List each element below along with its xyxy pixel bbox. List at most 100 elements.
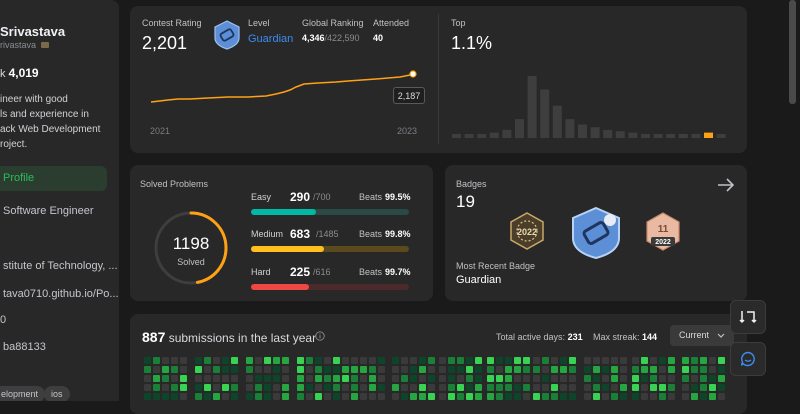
- heatmap-day[interactable]: [231, 384, 238, 391]
- heatmap-day[interactable]: [204, 393, 211, 400]
- heatmap-day[interactable]: [700, 366, 707, 373]
- heatmap-day[interactable]: [306, 375, 313, 382]
- heatmap-day[interactable]: [650, 357, 657, 364]
- heatmap-day[interactable]: [222, 375, 229, 382]
- heatmap-day[interactable]: [439, 375, 446, 382]
- heatmap-day[interactable]: [378, 366, 385, 373]
- heatmap-day[interactable]: [602, 366, 609, 373]
- heatmap-day[interactable]: [204, 357, 211, 364]
- year-dropdown[interactable]: Current: [670, 325, 734, 346]
- heatmap-day[interactable]: [551, 375, 558, 382]
- heatmap-day[interactable]: [153, 357, 160, 364]
- heatmap-day[interactable]: [709, 357, 716, 364]
- heatmap-day[interactable]: [255, 393, 262, 400]
- heatmap-day[interactable]: [523, 393, 530, 400]
- heatmap-day[interactable]: [180, 375, 187, 382]
- heatmap-day[interactable]: [401, 384, 408, 391]
- heatmap-day[interactable]: [204, 384, 211, 391]
- heatmap-day[interactable]: [584, 393, 591, 400]
- heatmap-day[interactable]: [428, 393, 435, 400]
- heatmap-day[interactable]: [231, 393, 238, 400]
- heatmap-day[interactable]: [505, 393, 512, 400]
- heatmap-day[interactable]: [533, 375, 540, 382]
- heatmap-day[interactable]: [360, 393, 367, 400]
- heatmap-day[interactable]: [505, 375, 512, 382]
- heatmap-day[interactable]: [401, 366, 408, 373]
- heatmap-day[interactable]: [204, 366, 211, 373]
- heatmap-day[interactable]: [551, 393, 558, 400]
- heatmap-day[interactable]: [569, 357, 576, 364]
- heatmap-day[interactable]: [718, 393, 725, 400]
- heatmap-day[interactable]: [466, 384, 473, 391]
- heatmap-day[interactable]: [682, 357, 689, 364]
- heatmap-day[interactable]: [401, 357, 408, 364]
- heatmap-day[interactable]: [505, 384, 512, 391]
- heatmap-day[interactable]: [144, 366, 151, 373]
- heatmap-day[interactable]: [496, 357, 503, 364]
- heatmap-day[interactable]: [410, 375, 417, 382]
- heatmap-day[interactable]: [584, 375, 591, 382]
- heatmap-day[interactable]: [144, 393, 151, 400]
- heatmap-day[interactable]: [682, 375, 689, 382]
- heatmap-day[interactable]: [551, 357, 558, 364]
- heatmap-day[interactable]: [682, 384, 689, 391]
- heatmap-day[interactable]: [392, 366, 399, 373]
- heatmap-day[interactable]: [542, 384, 549, 391]
- info-icon[interactable]: [315, 331, 325, 341]
- heatmap-day[interactable]: [315, 384, 322, 391]
- heatmap-day[interactable]: [632, 384, 639, 391]
- heatmap-day[interactable]: [351, 375, 358, 382]
- heatmap-day[interactable]: [659, 384, 666, 391]
- heatmap-day[interactable]: [709, 393, 716, 400]
- heatmap-day[interactable]: [306, 366, 313, 373]
- heatmap-day[interactable]: [448, 375, 455, 382]
- heatmap-day[interactable]: [457, 366, 464, 373]
- heatmap-day[interactable]: [297, 366, 304, 373]
- heatmap-day[interactable]: [632, 393, 639, 400]
- level-value[interactable]: Guardian: [248, 33, 294, 45]
- heatmap-day[interactable]: [222, 393, 229, 400]
- heatmap-day[interactable]: [668, 366, 675, 373]
- heatmap-day[interactable]: [641, 384, 648, 391]
- heatmap-day[interactable]: [641, 366, 648, 373]
- heatmap-day[interactable]: [523, 384, 530, 391]
- heatmap-day[interactable]: [144, 357, 151, 364]
- heatmap-day[interactable]: [593, 393, 600, 400]
- heatmap-day[interactable]: [360, 366, 367, 373]
- heatmap-day[interactable]: [487, 357, 494, 364]
- heatmap-day[interactable]: [369, 366, 376, 373]
- heatmap-day[interactable]: [602, 393, 609, 400]
- heatmap-day[interactable]: [533, 357, 540, 364]
- heatmap-day[interactable]: [457, 384, 464, 391]
- heatmap-day[interactable]: [569, 375, 576, 382]
- heatmap-day[interactable]: [419, 357, 426, 364]
- heatmap-day[interactable]: [419, 393, 426, 400]
- heatmap-day[interactable]: [297, 375, 304, 382]
- heatmap-day[interactable]: [641, 393, 648, 400]
- heatmap-day[interactable]: [514, 393, 521, 400]
- heatmap-day[interactable]: [593, 384, 600, 391]
- heatmap-day[interactable]: [392, 384, 399, 391]
- heatmap-day[interactable]: [273, 384, 280, 391]
- heatmap-day[interactable]: [620, 375, 627, 382]
- heatmap-day[interactable]: [342, 375, 349, 382]
- heatmap-day[interactable]: [560, 357, 567, 364]
- heatmap-day[interactable]: [369, 375, 376, 382]
- heatmap-day[interactable]: [620, 384, 627, 391]
- heatmap-day[interactable]: [496, 366, 503, 373]
- heatmap-day[interactable]: [514, 366, 521, 373]
- scrollbar-thumb[interactable]: [789, 0, 796, 104]
- heatmap-day[interactable]: [611, 366, 618, 373]
- rating-line-chart[interactable]: [148, 64, 420, 108]
- heatmap-day[interactable]: [282, 375, 289, 382]
- heatmap-day[interactable]: [448, 393, 455, 400]
- heatmap-day[interactable]: [410, 384, 417, 391]
- heatmap-day[interactable]: [264, 384, 271, 391]
- heatmap-day[interactable]: [560, 393, 567, 400]
- heatmap-day[interactable]: [620, 366, 627, 373]
- heatmap-day[interactable]: [297, 393, 304, 400]
- heatmap-day[interactable]: [162, 375, 169, 382]
- heatmap-day[interactable]: [466, 357, 473, 364]
- school-link[interactable]: stitute of Technology, ...: [3, 260, 118, 272]
- heatmap-day[interactable]: [351, 393, 358, 400]
